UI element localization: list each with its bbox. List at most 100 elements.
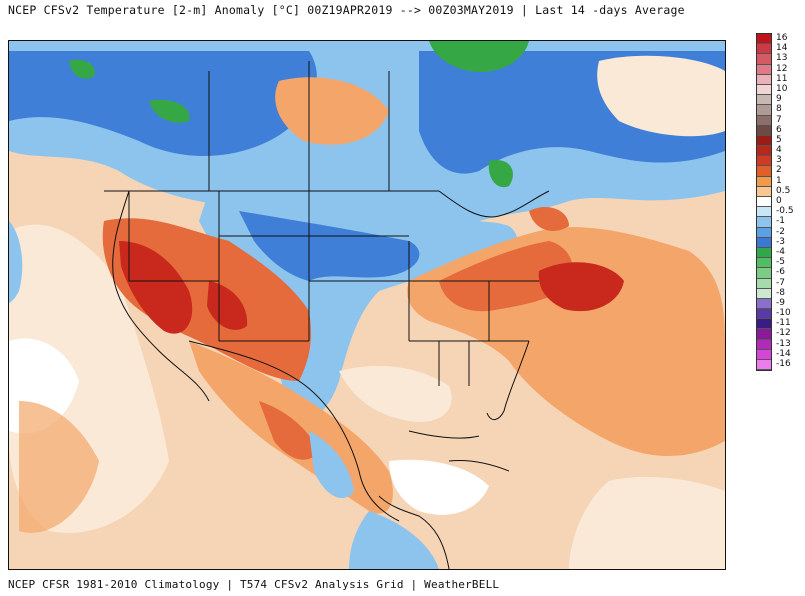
color-scale-swatch [757, 339, 771, 350]
color-scale-swatch [757, 278, 771, 289]
color-scale-label: 6 [776, 124, 782, 135]
color-scale-label: 0 [776, 196, 782, 206]
nunavut-warm-region [275, 77, 389, 145]
map-title: NCEP CFSv2 Temperature [2-m] Anomaly [°C… [8, 3, 685, 17]
color-scale-label: 0.5 [776, 185, 791, 196]
greenland-neutral-region [597, 55, 725, 137]
color-scale-swatch [757, 95, 771, 106]
color-scale-label: 8 [776, 104, 782, 115]
caribbean-neutral-region [389, 459, 489, 515]
color-scale-swatch [757, 166, 771, 177]
color-scale-label: 10 [776, 83, 788, 94]
color-scale-label: 11 [776, 73, 788, 84]
color-scale-swatch [757, 247, 771, 259]
pacific-coastline [112, 190, 210, 402]
color-scale-swatch [757, 329, 771, 340]
yukon-coldest-spot [149, 99, 190, 123]
anomaly-map [8, 40, 726, 570]
great-lakes-border [438, 190, 550, 218]
color-scale-label: -10 [776, 308, 791, 319]
color-scale-swatch [757, 135, 771, 147]
pacific-coast-cool-sliver [9, 221, 23, 303]
color-scale-bar [756, 33, 772, 372]
color-scale-swatch [757, 84, 771, 96]
color-scale-label: -4 [776, 246, 785, 257]
color-scale-label: -12 [776, 328, 791, 339]
color-scale-label: -5 [776, 257, 785, 268]
canadian-province-lines [208, 61, 390, 191]
color-scale-swatch [757, 156, 771, 167]
color-scale-swatch [757, 207, 771, 218]
color-scale-swatch [757, 64, 771, 75]
color-scale-label: -8 [776, 287, 785, 298]
color-scale-label: 16 [776, 33, 788, 43]
color-scale-swatch [757, 227, 771, 238]
offshore-very-warm-core [538, 262, 624, 312]
color-scale-label: -13 [776, 338, 791, 349]
color-scale-swatch [757, 146, 771, 157]
four-corners-very-warm [207, 281, 248, 330]
central-america-cool-region [349, 511, 439, 569]
color-scale-swatch [757, 288, 771, 299]
hudson-coldest-region [429, 41, 529, 72]
mexico-plateau-warm [259, 401, 319, 460]
color-scale-label: -1 [776, 216, 785, 227]
color-scale-swatch [757, 105, 771, 116]
mexico-us-border-and-coast [188, 340, 400, 522]
color-scale-swatch [757, 115, 771, 126]
color-scale-swatch [757, 217, 771, 228]
color-scale-label: 3 [776, 155, 782, 166]
color-scale-label: -14 [776, 348, 791, 359]
mexico-gulf-cool-region [309, 431, 354, 499]
color-scale-swatch [757, 360, 771, 371]
color-scale-label: -3 [776, 236, 785, 247]
color-scale-label: 1 [776, 175, 782, 186]
gulf-neutral-region [339, 366, 452, 422]
pacific-warm-region [19, 401, 99, 533]
color-scale-swatch [757, 298, 771, 310]
central-america-outline [378, 495, 450, 569]
color-scale-label: -7 [776, 277, 785, 288]
state-lines-east [409, 280, 539, 386]
plains-cold-core [239, 211, 420, 281]
color-scale-label: 2 [776, 165, 782, 176]
boundary-lines [104, 61, 550, 569]
color-scale-swatch [757, 258, 771, 269]
color-scale-swatch [757, 34, 771, 45]
mid-atlantic-warm-region [439, 241, 573, 312]
anomaly-map-canvas [9, 41, 725, 569]
color-scale-label: 14 [776, 43, 788, 54]
color-scale-swatch [757, 268, 771, 279]
color-scale-labels: 16 14 13 12 11 10 9 8 7 6 5 4 3 2 1 0.5 0 -0.5 -1 -2 -3 -4 -5-… [776, 33, 802, 369]
color-scale-label: -6 [776, 267, 785, 278]
color-scale-label: 7 [776, 114, 782, 125]
color-scale-swatch [757, 237, 771, 248]
great-basin-very-warm [119, 241, 193, 334]
quebec-coldest-spot [488, 160, 513, 188]
caribbean-islands [408, 430, 510, 472]
color-scale-label: 9 [776, 94, 782, 105]
florida-coastline [486, 340, 530, 420]
alaska-coldest-spot [69, 59, 95, 79]
color-scale-swatch [757, 54, 771, 65]
color-scale-swatch [757, 125, 771, 136]
color-scale-swatch [757, 309, 771, 320]
color-scale-swatch [757, 44, 771, 55]
color-scale-label: 13 [776, 53, 788, 64]
color-scale-swatch [757, 74, 771, 85]
new-england-warm-spot [529, 206, 569, 231]
color-scale-label: -16 [776, 359, 791, 369]
color-scale-label: 5 [776, 134, 782, 145]
color-scale-swatch [757, 349, 771, 360]
color-scale-label: 12 [776, 63, 788, 74]
south-atlantic-neutral-region [569, 476, 725, 569]
footer-credit: NCEP CFSR 1981-2010 Climatology | T574 C… [8, 578, 500, 591]
color-scale-swatch [757, 186, 771, 197]
color-scale-label: -11 [776, 318, 791, 329]
color-scale-label: -0.5 [776, 206, 794, 217]
color-scale-label: -9 [776, 297, 785, 308]
color-scale-swatch [757, 319, 771, 330]
color-scale-swatch [757, 176, 771, 187]
color-scale-label: 4 [776, 145, 782, 156]
color-scale-label: -2 [776, 226, 785, 237]
